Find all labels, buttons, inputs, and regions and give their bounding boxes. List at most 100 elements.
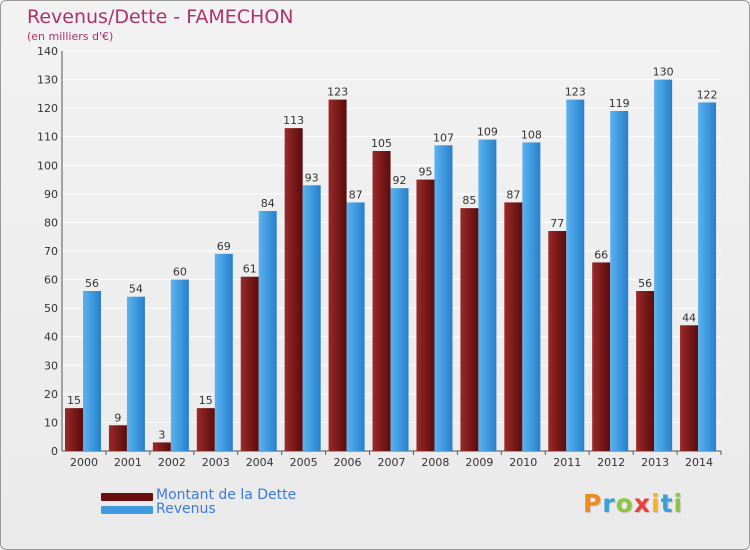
value-label-revenus: 107 [433, 131, 454, 144]
x-tick-label: 2004 [246, 456, 274, 469]
bar-dette [328, 99, 347, 452]
x-tick-label: 2013 [641, 456, 669, 469]
logo-letter: i [651, 489, 661, 518]
value-label-dette: 85 [462, 194, 476, 207]
value-label-dette: 123 [327, 86, 348, 99]
value-label-revenus: 84 [261, 197, 275, 210]
bar-revenus [698, 102, 717, 451]
value-label-revenus: 60 [173, 266, 187, 279]
bar-revenus [83, 291, 101, 451]
bar-revenus [390, 188, 409, 451]
chart-subtitle: (en milliers d'€) [27, 30, 114, 43]
x-tick-label: 2014 [685, 456, 713, 469]
value-label-dette: 61 [243, 263, 257, 276]
value-label-dette: 105 [371, 137, 392, 150]
value-label-dette: 44 [682, 311, 696, 324]
x-tick-label: 2010 [509, 456, 537, 469]
bar-dette [196, 408, 215, 451]
bar-dette [680, 325, 699, 451]
value-label-revenus: 108 [521, 128, 542, 141]
y-tick-label: 0 [51, 445, 58, 458]
bar-revenus [654, 79, 673, 452]
value-label-revenus: 123 [565, 86, 586, 99]
bar-revenus [346, 202, 365, 451]
logo-letter: t [660, 489, 674, 518]
value-label-dette: 3 [158, 428, 165, 441]
value-label-revenus: 92 [393, 174, 407, 187]
value-label-dette: 9 [114, 411, 121, 424]
value-label-dette: 95 [418, 166, 432, 179]
x-tick-label: 2009 [465, 456, 493, 469]
value-label-dette: 15 [67, 394, 81, 407]
y-tick-label: 70 [44, 245, 58, 258]
proxiti-logo: Proxiti [583, 489, 683, 518]
legend-swatch-dette [101, 493, 153, 501]
x-tick-label: 2005 [290, 456, 318, 469]
x-tick-label: 2008 [421, 456, 449, 469]
x-tick-label: 2006 [334, 456, 362, 469]
value-label-dette: 56 [638, 277, 652, 290]
logo-letter: i [673, 489, 684, 518]
bar-dette [240, 276, 259, 451]
y-tick-label: 110 [37, 131, 58, 144]
y-tick-label: 20 [44, 388, 58, 401]
x-tick-label: 2003 [202, 456, 230, 469]
x-tick-label: 2002 [158, 456, 186, 469]
bar-dette [416, 179, 435, 452]
chart-title: Revenus/Dette - FAMECHON [27, 6, 294, 28]
y-tick-label: 90 [44, 188, 58, 201]
y-tick-label: 80 [44, 216, 58, 229]
value-label-dette: 66 [594, 248, 608, 261]
y-tick-label: 140 [37, 45, 58, 58]
bar-revenus [302, 185, 321, 452]
bar-revenus [170, 279, 189, 451]
bar-dette [284, 128, 303, 451]
value-label-dette: 15 [199, 394, 213, 407]
logo-letter: x [633, 489, 651, 518]
bar-revenus [522, 142, 541, 451]
bar-dette [108, 425, 127, 451]
value-label-revenus: 56 [85, 277, 99, 290]
bar-dette [548, 231, 567, 451]
bar-revenus [566, 99, 585, 452]
bar-revenus [258, 211, 277, 451]
bar-dette [636, 291, 655, 451]
y-tick-label: 60 [44, 274, 58, 287]
value-label-dette: 87 [506, 188, 520, 201]
legend-label-revenus: Revenus [156, 501, 216, 517]
bar-dette [372, 151, 391, 451]
x-tick-label: 2001 [114, 456, 142, 469]
bar-revenus [126, 296, 145, 451]
bar-dette [460, 208, 479, 451]
value-label-revenus: 93 [305, 171, 319, 184]
y-tick-label: 50 [44, 302, 58, 315]
y-tick-label: 30 [44, 359, 58, 372]
value-label-revenus: 119 [609, 97, 630, 110]
value-label-dette: 113 [283, 114, 304, 127]
x-tick-label: 2000 [70, 456, 98, 469]
y-tick-label: 40 [44, 331, 58, 344]
value-label-revenus: 54 [129, 283, 143, 296]
logo-letter: P [583, 489, 603, 518]
value-label-revenus: 69 [217, 240, 231, 253]
x-tick-label: 2007 [378, 456, 406, 469]
bar-dette [152, 442, 171, 451]
y-tick-label: 100 [37, 159, 58, 172]
legend-swatch-revenus [101, 506, 153, 514]
y-tick-label: 120 [37, 102, 58, 115]
bar-dette [504, 202, 523, 451]
value-label-revenus: 109 [477, 126, 498, 139]
value-label-revenus: 122 [697, 88, 718, 101]
y-tick-label: 130 [37, 74, 58, 87]
bar-revenus [434, 145, 453, 452]
value-label-dette: 77 [550, 217, 564, 230]
y-tick-label: 10 [44, 416, 58, 429]
value-label-revenus: 130 [653, 66, 674, 79]
x-tick-label: 2011 [553, 456, 581, 469]
logo-letter: o [615, 489, 634, 518]
legend-label-dette: Montant de la Dette [156, 487, 297, 503]
x-tick-label: 2012 [597, 456, 625, 469]
logo-letter: r [602, 489, 616, 518]
